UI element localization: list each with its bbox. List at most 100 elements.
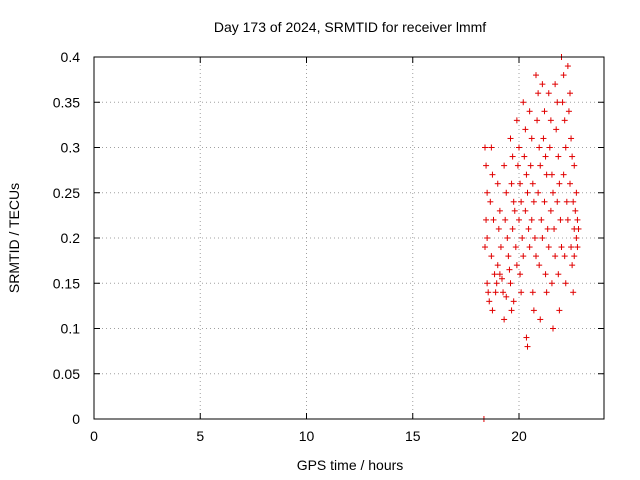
data-point (488, 144, 495, 151)
data-point (510, 298, 517, 305)
data-point (509, 153, 516, 160)
data-point (573, 235, 580, 241)
data-point (513, 117, 520, 124)
data-point (561, 117, 568, 124)
data-point (568, 244, 575, 251)
data-point (555, 271, 562, 278)
data-point (524, 189, 531, 196)
y-tick-label: 0.25 (53, 185, 80, 201)
data-point (567, 180, 573, 187)
data-point (500, 289, 507, 296)
data-point (545, 90, 552, 97)
data-point (552, 81, 559, 88)
data-point (517, 180, 524, 187)
data-point (494, 180, 501, 187)
data-point (544, 225, 551, 232)
data-point (517, 271, 524, 278)
data-point (555, 153, 562, 160)
data-point (496, 271, 503, 278)
data-point (504, 235, 511, 241)
data-point (533, 72, 539, 79)
data-point (523, 171, 530, 178)
y-tick-label: 0.2 (61, 230, 81, 246)
data-point (482, 144, 488, 151)
data-point (514, 162, 521, 169)
data-point (574, 244, 581, 251)
data-point (574, 216, 581, 223)
data-point (564, 63, 571, 70)
data-point (493, 280, 500, 287)
data-point (510, 198, 517, 205)
data-point (553, 126, 560, 133)
data-point (568, 135, 575, 142)
data-point (558, 244, 565, 251)
data-point (501, 162, 508, 169)
data-point (539, 235, 546, 241)
x-tick-label: 15 (405, 428, 421, 444)
data-point (563, 198, 570, 205)
data-point (550, 189, 556, 196)
data-point (503, 293, 510, 300)
data-point (535, 189, 542, 196)
data-point (541, 108, 548, 115)
y-tick-label: 0 (72, 411, 80, 427)
data-point (548, 171, 555, 178)
data-point (513, 262, 520, 269)
data-point (560, 171, 567, 178)
data-point (499, 275, 505, 282)
y-tick-label: 0.35 (53, 94, 80, 110)
data-point (484, 235, 491, 241)
data-point (486, 298, 493, 305)
data-point (542, 271, 549, 278)
data-point (537, 316, 544, 323)
data-point (526, 108, 533, 115)
data-point (559, 99, 566, 106)
data-point (543, 289, 550, 296)
data-point (536, 144, 543, 151)
data-point (530, 198, 537, 205)
y-tick-label: 0.05 (53, 366, 80, 382)
data-point (572, 207, 579, 214)
data-point (564, 216, 571, 223)
data-point (536, 262, 543, 269)
data-point (502, 216, 509, 223)
data-point (489, 171, 496, 178)
data-point (503, 189, 510, 196)
data-point (534, 117, 541, 124)
x-tick-label: 0 (90, 428, 98, 444)
data-point (552, 253, 559, 260)
plot-frame (93, 56, 605, 420)
data-point (571, 162, 578, 169)
data-point (530, 307, 537, 314)
data-point (520, 99, 527, 106)
data-point (547, 207, 554, 214)
y-tick-label: 0.4 (61, 49, 81, 65)
data-point (506, 266, 513, 273)
data-point (521, 153, 528, 160)
data-point (535, 90, 542, 97)
data-point (489, 307, 496, 314)
data-points (480, 54, 582, 422)
data-point (547, 117, 554, 124)
data-point (551, 225, 558, 232)
y-axis: 0 0.05 0.1 0.15 0.2 0.25 0.3 0.35 0.4 (53, 49, 604, 427)
data-point (554, 99, 561, 106)
data-point (518, 289, 525, 296)
data-point (538, 216, 545, 223)
data-point (556, 307, 563, 314)
x-axis-label: GPS time / hours (297, 457, 404, 473)
data-point (528, 135, 535, 142)
data-point (541, 198, 548, 205)
y-tick-label: 0.15 (53, 275, 80, 291)
data-point (523, 334, 530, 341)
data-point (494, 262, 501, 269)
y-axis-label: SRMTID / TECUs (6, 183, 22, 293)
data-point (543, 171, 550, 178)
data-point (537, 162, 544, 169)
data-point (542, 153, 549, 160)
x-tick-label: 10 (299, 428, 315, 444)
data-point (512, 244, 519, 251)
chart-title: Day 173 of 2024, SRMTID for receiver lmm… (214, 19, 486, 35)
x-tick-label: 5 (196, 428, 204, 444)
data-point (569, 153, 576, 160)
